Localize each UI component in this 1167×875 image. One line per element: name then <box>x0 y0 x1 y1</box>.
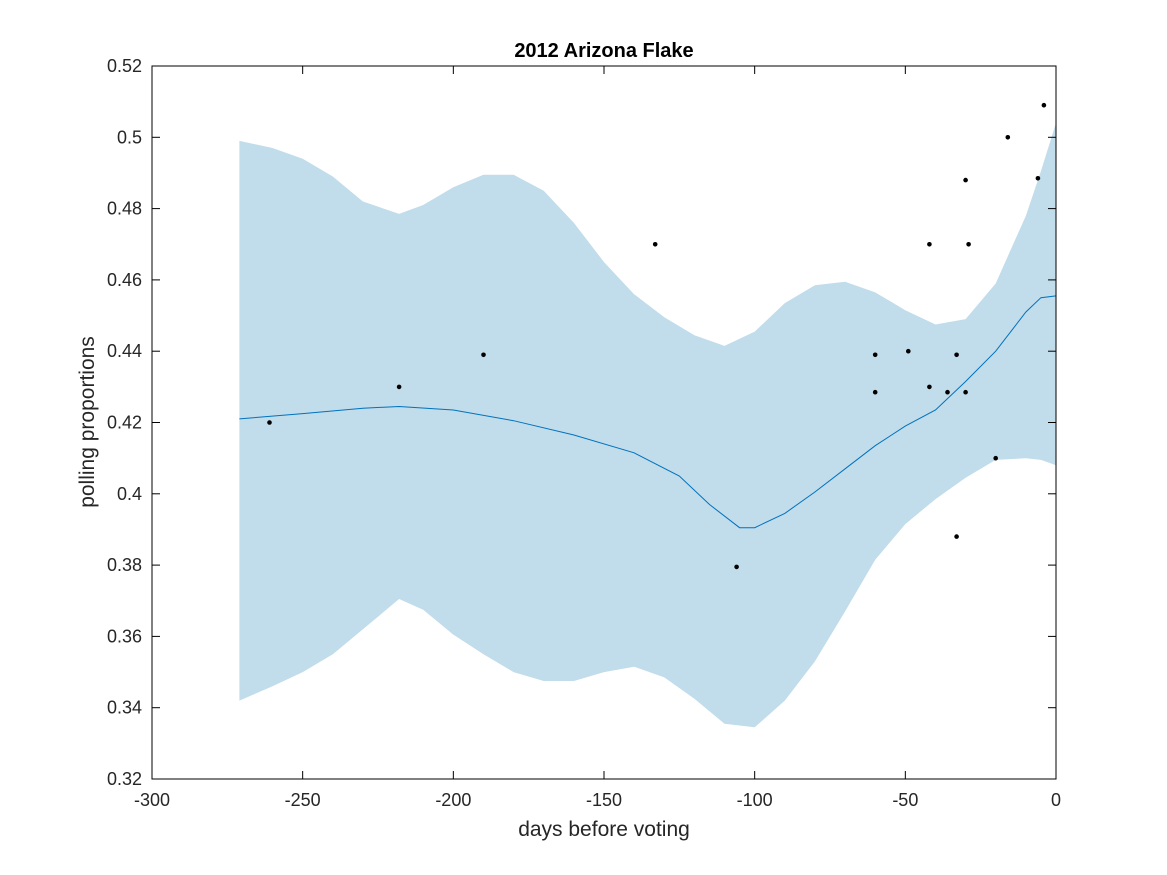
y-tick-label: 0.34 <box>107 698 142 718</box>
poll-point <box>906 348 911 354</box>
x-tick-label: -100 <box>737 790 773 810</box>
poll-point <box>481 352 486 358</box>
poll-point <box>963 389 968 395</box>
x-tick-label: -150 <box>586 790 622 810</box>
poll-points-layer <box>267 102 1047 570</box>
x-tick-label: -300 <box>134 790 170 810</box>
y-tick-label: 0.44 <box>107 341 142 361</box>
y-tick-label: 0.52 <box>107 56 142 76</box>
y-axis-label: polling proportions <box>76 336 99 508</box>
y-tick-label: 0.36 <box>107 626 142 646</box>
trend-line-layer <box>239 295 1057 529</box>
poll-point <box>963 177 968 183</box>
poll-point <box>652 242 658 247</box>
x-tick-label: 0 <box>1051 790 1061 810</box>
x-axis-label: days before voting <box>518 818 690 841</box>
poll-point <box>993 455 998 461</box>
confidence-band-layer <box>239 123 1056 728</box>
y-tick-label: 0.5 <box>117 127 142 147</box>
poll-point <box>734 564 739 570</box>
poll-point <box>966 242 971 247</box>
poll-point <box>1005 135 1011 140</box>
x-tick-label: -250 <box>285 790 321 810</box>
poll-point <box>1035 176 1041 181</box>
poll-point <box>872 389 878 395</box>
poll-point <box>872 352 878 358</box>
y-tick-label: 0.46 <box>107 270 142 290</box>
y-axis: 0.32 0.34 0.36 0.38 0.4 0.42 0.44 0.46 0.48 0.5 0.… <box>107 56 1056 789</box>
x-tick-label: -200 <box>435 790 471 810</box>
poll-point <box>927 384 932 390</box>
y-tick-label: 0.4 <box>117 484 142 504</box>
y-tick-label: 0.32 <box>107 769 142 789</box>
y-tick-label: 0.38 <box>107 555 142 575</box>
x-tick-label: -50 <box>892 790 918 810</box>
poll-point <box>396 384 402 390</box>
poll-point <box>927 242 932 247</box>
confidence-band <box>239 123 1056 728</box>
chart-title: 2012 Arizona Flake <box>514 40 693 62</box>
x-axis: -300 -250 -200 -150 -100 -50 0 <box>134 66 1061 810</box>
poll-point <box>954 352 959 358</box>
poll-point <box>954 534 959 539</box>
trend-line <box>239 295 1057 529</box>
poll-point <box>1041 102 1047 108</box>
poll-point <box>945 389 950 395</box>
y-tick-label: 0.42 <box>107 413 142 433</box>
y-tick-label: 0.48 <box>107 199 142 219</box>
poll-point <box>267 420 272 425</box>
